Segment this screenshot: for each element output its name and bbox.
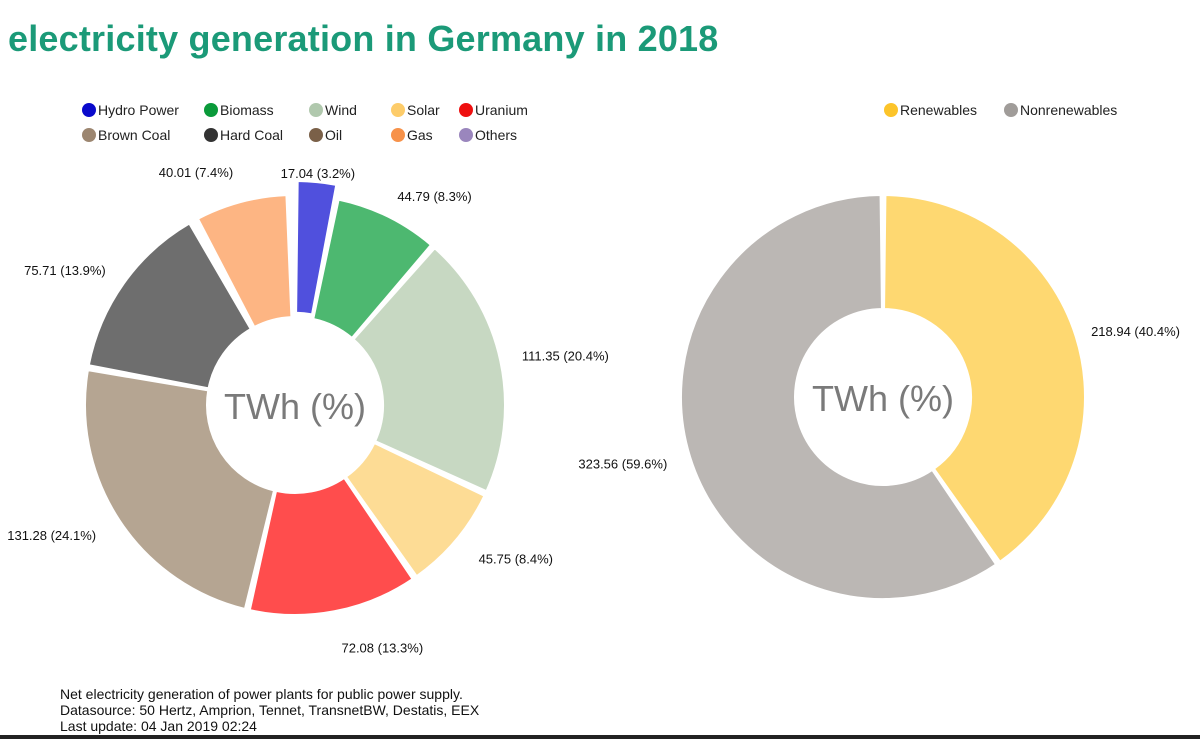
slice-others[interactable] bbox=[290, 194, 295, 319]
data-label-brown-coal: 131.28 (24.1%) bbox=[7, 528, 96, 543]
data-label-wind: 111.35 (20.4%) bbox=[522, 349, 609, 364]
donut-chart-1: 17.04 (3.2%) 44.79 (8.3%) 111.35 (20.4%) 45… bbox=[7, 102, 609, 656]
slice-brown-coal[interactable] bbox=[84, 369, 276, 610]
legend-swatch bbox=[459, 103, 473, 117]
footer-last-update: Last update: 04 Jan 2019 02:24 bbox=[60, 718, 257, 734]
legend-item-hard-coal[interactable]: Hard Coal bbox=[204, 127, 283, 143]
legend-swatch bbox=[82, 128, 96, 142]
legend-item-hydro-power[interactable]: Hydro Power bbox=[82, 102, 179, 118]
data-label-uranium: 72.08 (13.3%) bbox=[341, 641, 423, 656]
legend-label: Brown Coal bbox=[98, 127, 170, 143]
legend-label: Nonrenewables bbox=[1020, 102, 1117, 118]
legend-label: Biomass bbox=[220, 102, 274, 118]
donut-chart-2: 218.94 (40.4%) 323.56 (59.6%) TWh (%) Renew… bbox=[578, 102, 1180, 600]
slice-biomass[interactable] bbox=[312, 198, 432, 339]
center-label: TWh (%) bbox=[224, 386, 366, 427]
slice-hydro-power[interactable] bbox=[295, 180, 338, 316]
chart-title: electricity generation in Germany in 201… bbox=[8, 18, 719, 59]
footer-description: Net electricity generation of power plan… bbox=[60, 686, 463, 702]
legend-label: Hydro Power bbox=[98, 102, 179, 118]
data-label-renewables: 218.94 (40.4%) bbox=[1091, 324, 1180, 339]
center-label: TWh (%) bbox=[812, 378, 954, 419]
footer-datasource: Datasource: 50 Hertz, Amprion, Tennet, T… bbox=[60, 702, 480, 718]
slice-solar[interactable] bbox=[344, 442, 486, 578]
data-label-gas: 40.01 (7.4%) bbox=[159, 165, 233, 180]
slice-wind[interactable] bbox=[352, 247, 506, 493]
legend-label: Oil bbox=[325, 127, 342, 143]
slice-gas[interactable] bbox=[196, 194, 293, 328]
legend-item-nonrenewables[interactable]: Nonrenewables bbox=[1004, 102, 1117, 118]
bottom-border bbox=[0, 735, 1200, 739]
legend-label: Gas bbox=[407, 127, 433, 143]
legend-swatch bbox=[204, 103, 218, 117]
legend-swatch bbox=[204, 128, 218, 142]
legend-item-uranium[interactable]: Uranium bbox=[459, 102, 528, 118]
legend-item-solar[interactable]: Solar bbox=[391, 102, 440, 118]
slice-nonrenewables[interactable] bbox=[680, 194, 998, 600]
legend-item-oil[interactable]: Oil bbox=[309, 127, 342, 143]
legend-item-brown-coal[interactable]: Brown Coal bbox=[82, 127, 170, 143]
legend-label: Others bbox=[475, 127, 517, 143]
legend-label: Hard Coal bbox=[220, 127, 283, 143]
legend-label: Renewables bbox=[900, 102, 977, 118]
legend-label: Wind bbox=[325, 102, 357, 118]
legend-label: Solar bbox=[407, 102, 440, 118]
legend: Renewables Nonrenewables bbox=[884, 102, 1117, 118]
data-label-nonrenewables: 323.56 (59.6%) bbox=[578, 456, 667, 471]
slice-oil[interactable] bbox=[192, 219, 254, 329]
data-label-solar: 45.75 (8.4%) bbox=[479, 552, 553, 567]
slice-uranium[interactable] bbox=[248, 476, 414, 616]
data-label-biomass: 44.79 (8.3%) bbox=[397, 189, 471, 204]
legend-swatch bbox=[884, 103, 898, 117]
legend-item-wind[interactable]: Wind bbox=[309, 102, 357, 118]
legend-label: Uranium bbox=[475, 102, 528, 118]
legend-swatch bbox=[391, 128, 405, 142]
data-label-hard-coal: 75.71 (13.9%) bbox=[24, 263, 106, 278]
legend-swatch bbox=[391, 103, 405, 117]
data-label-hydro-power: 17.04 (3.2%) bbox=[281, 166, 355, 181]
legend-item-renewables[interactable]: Renewables bbox=[884, 102, 977, 118]
legend: Hydro Power Biomass Wind Solar Uranium Brown … bbox=[82, 102, 528, 143]
legend-item-biomass[interactable]: Biomass bbox=[204, 102, 274, 118]
legend-swatch bbox=[309, 128, 323, 142]
slice-renewables[interactable] bbox=[883, 194, 1086, 563]
legend-swatch bbox=[1004, 103, 1018, 117]
footer-notes: Net electricity generation of power plan… bbox=[60, 686, 479, 734]
legend-swatch bbox=[309, 103, 323, 117]
legend-item-gas[interactable]: Gas bbox=[391, 127, 433, 143]
legend-swatch bbox=[82, 103, 96, 117]
slice-hard-coal[interactable] bbox=[87, 222, 252, 390]
legend-item-others[interactable]: Others bbox=[459, 127, 517, 143]
legend-swatch bbox=[459, 128, 473, 142]
